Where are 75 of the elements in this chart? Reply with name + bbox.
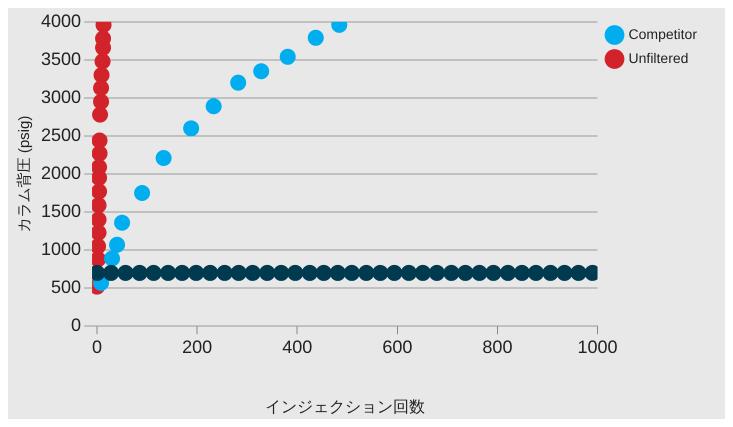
point [386,264,402,281]
x-axis-title: インジェクション回数 [264,398,425,416]
y-tick-label: 500 [50,277,82,298]
point [104,250,120,266]
y-tick-label: 3500 [40,48,82,69]
point [514,264,530,281]
y-tick-label: 1000 [40,239,82,260]
point [280,48,296,65]
legend-label: Unfiltered [628,50,688,66]
point [146,264,162,281]
point [428,264,445,281]
point [308,30,324,46]
point [471,264,488,281]
point [92,212,107,228]
point [93,94,110,110]
point [174,264,190,281]
x-tick-label: 800 [482,336,512,357]
point [156,150,172,166]
point [344,264,360,281]
x-tick-label: 600 [382,336,412,357]
y-tick-label: 3000 [40,86,82,107]
point [183,120,200,136]
point [443,264,460,281]
point [114,214,130,231]
point [358,264,374,281]
point [287,264,304,281]
point [244,264,261,281]
y-tick-label: 2000 [40,162,82,183]
x-tick-label: 400 [282,336,312,357]
point [259,264,276,281]
y-tick-label: 0 [71,315,82,336]
point [94,53,111,70]
point [414,264,431,281]
point [92,106,108,123]
point [556,264,572,281]
point [103,264,120,281]
x-tick-label: 0 [92,336,102,357]
point [92,184,108,200]
point [528,264,544,281]
point [188,264,204,281]
point [316,264,332,281]
point [92,197,107,214]
point [302,264,318,281]
point [109,236,126,253]
y-tick-label: 2500 [40,124,82,145]
point [372,264,388,281]
point [400,264,417,281]
point [485,264,502,281]
legend-label: Competitor [628,26,698,42]
y-tick-label: 1500 [40,201,82,222]
point [92,238,106,254]
point [273,264,290,281]
point [93,80,110,96]
point [132,264,148,281]
point [330,264,346,281]
point [94,67,110,84]
x-tick-label: 1000 [578,336,618,357]
y-axis-title: カラム背圧 (psig) [16,116,34,232]
point [230,74,246,91]
point [118,264,134,281]
point [542,264,558,281]
y-tick-label: 4000 [40,10,82,31]
point [253,63,270,80]
point [202,264,218,281]
point [160,264,176,281]
point [570,264,587,281]
point [134,185,150,202]
point [216,264,233,281]
point [92,145,108,162]
point [230,264,247,281]
point [206,98,222,114]
x-tick-label: 200 [182,336,212,357]
point [457,264,474,281]
point [500,264,516,281]
point [92,132,108,149]
